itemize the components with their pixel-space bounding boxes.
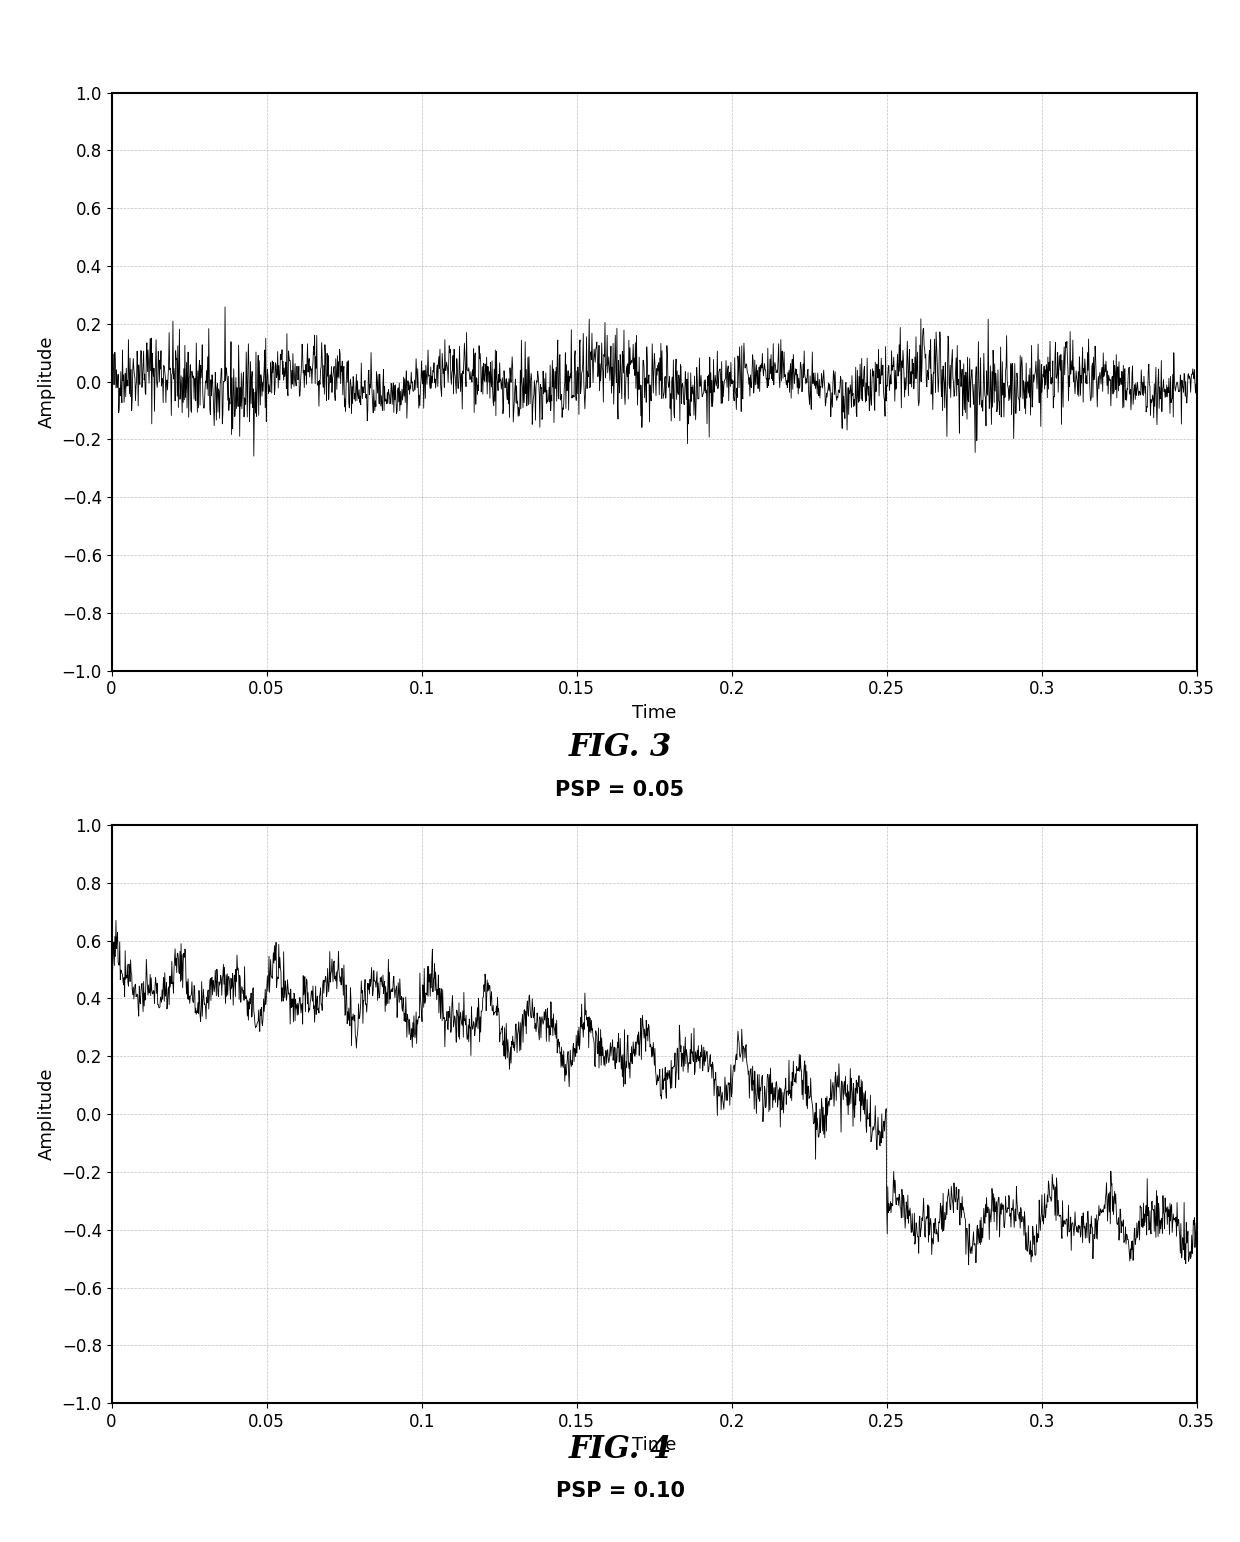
Text: FIG. 4: FIG. 4	[568, 1434, 672, 1465]
Y-axis label: Amplitude: Amplitude	[38, 1069, 56, 1160]
Text: PSP = 0.05: PSP = 0.05	[556, 780, 684, 799]
Y-axis label: Amplitude: Amplitude	[38, 336, 56, 427]
X-axis label: Time: Time	[632, 705, 676, 722]
Text: PSP = 0.10: PSP = 0.10	[556, 1482, 684, 1500]
X-axis label: Time: Time	[632, 1437, 676, 1454]
Text: FIG. 3: FIG. 3	[568, 732, 672, 763]
